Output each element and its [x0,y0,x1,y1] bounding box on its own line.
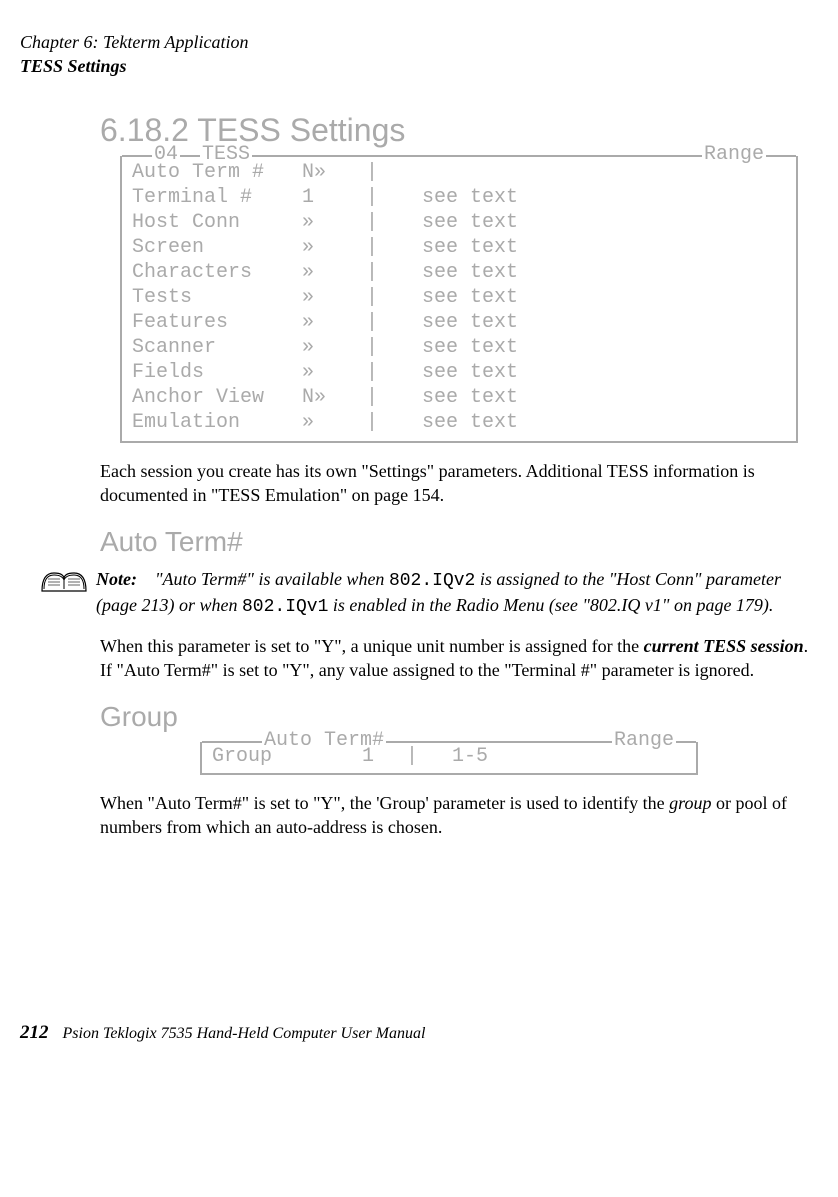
page-footer: 212 Psion Teklogix 7535 Hand-Held Compute… [20,1020,818,1046]
paragraph-intro: Each session you create has its own "Set… [100,459,818,508]
table-row: Tests»|see text [122,285,796,310]
header-section: TESS Settings [20,54,818,78]
tess-menu-rows: Auto Term #N»| Terminal #1|see text Host… [122,160,796,435]
table-row: Characters»|see text [122,260,796,285]
paragraph-group: When "Auto Term#" is set to "Y", the 'Gr… [100,791,818,840]
page-header: Chapter 6: Tekterm Application TESS Sett… [20,30,818,79]
heading-auto-term: Auto Term# [100,523,818,561]
paragraph-auto-term: When this parameter is set to "Y", a uni… [100,634,818,683]
note-block: Note:"Auto Term#" is available when 802.… [40,567,818,620]
table-row: Screen»|see text [122,235,796,260]
page-number: 212 [20,1022,49,1043]
note-text: Note:"Auto Term#" is available when 802.… [96,567,818,620]
note-label: Note: [96,569,137,589]
table-row: Host Conn»|see text [122,210,796,235]
tess-menu-box: 04 TESS Range Auto Term #N»| Terminal #1… [120,156,798,443]
footer-title: Psion Teklogix 7535 Hand-Held Computer U… [63,1025,426,1042]
table-row: Fields»|see text [122,360,796,385]
heading-group: Group [100,698,818,736]
table-row: Features»|see text [122,310,796,335]
header-chapter: Chapter 6: Tekterm Application [20,30,818,54]
book-icon [40,567,96,603]
table-row: Scanner»|see text [122,335,796,360]
table-row: Terminal #1|see text [122,185,796,210]
table-row: Emulation»|see text [122,410,796,435]
table-row: Anchor ViewN»|see text [122,385,796,410]
group-menu-box: Auto Term# Range Group1|1-5 [200,742,698,775]
